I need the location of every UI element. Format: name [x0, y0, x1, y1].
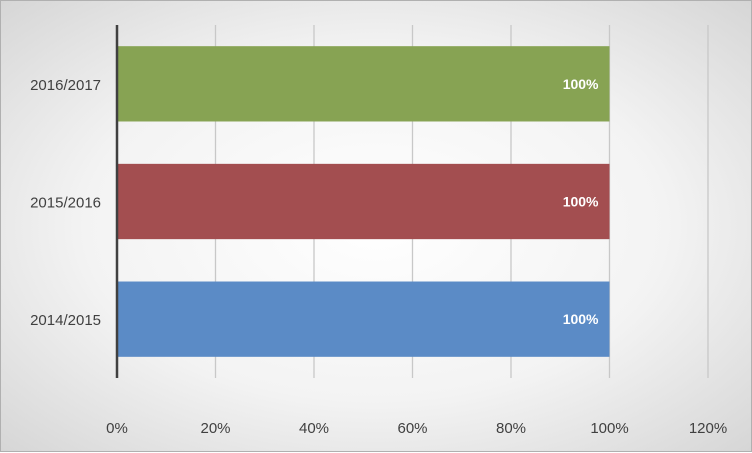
- category-label: 2016/2017: [30, 77, 101, 94]
- data-label: 100%: [563, 76, 599, 92]
- x-tick-label: 60%: [397, 420, 427, 437]
- bar: [117, 281, 610, 357]
- x-tick-label: 80%: [496, 420, 526, 437]
- bar: [117, 46, 610, 122]
- x-tick-label: 100%: [590, 420, 628, 437]
- category-label: 2015/2016: [30, 195, 101, 212]
- bar: [117, 163, 610, 240]
- x-tick-label: 0%: [106, 420, 128, 437]
- x-tick-label: 20%: [200, 420, 230, 437]
- x-tick-label: 120%: [689, 420, 727, 437]
- x-tick-label: 40%: [299, 420, 329, 437]
- category-label: 2014/2015: [30, 312, 101, 329]
- data-label: 100%: [563, 311, 599, 327]
- data-label: 100%: [563, 194, 599, 210]
